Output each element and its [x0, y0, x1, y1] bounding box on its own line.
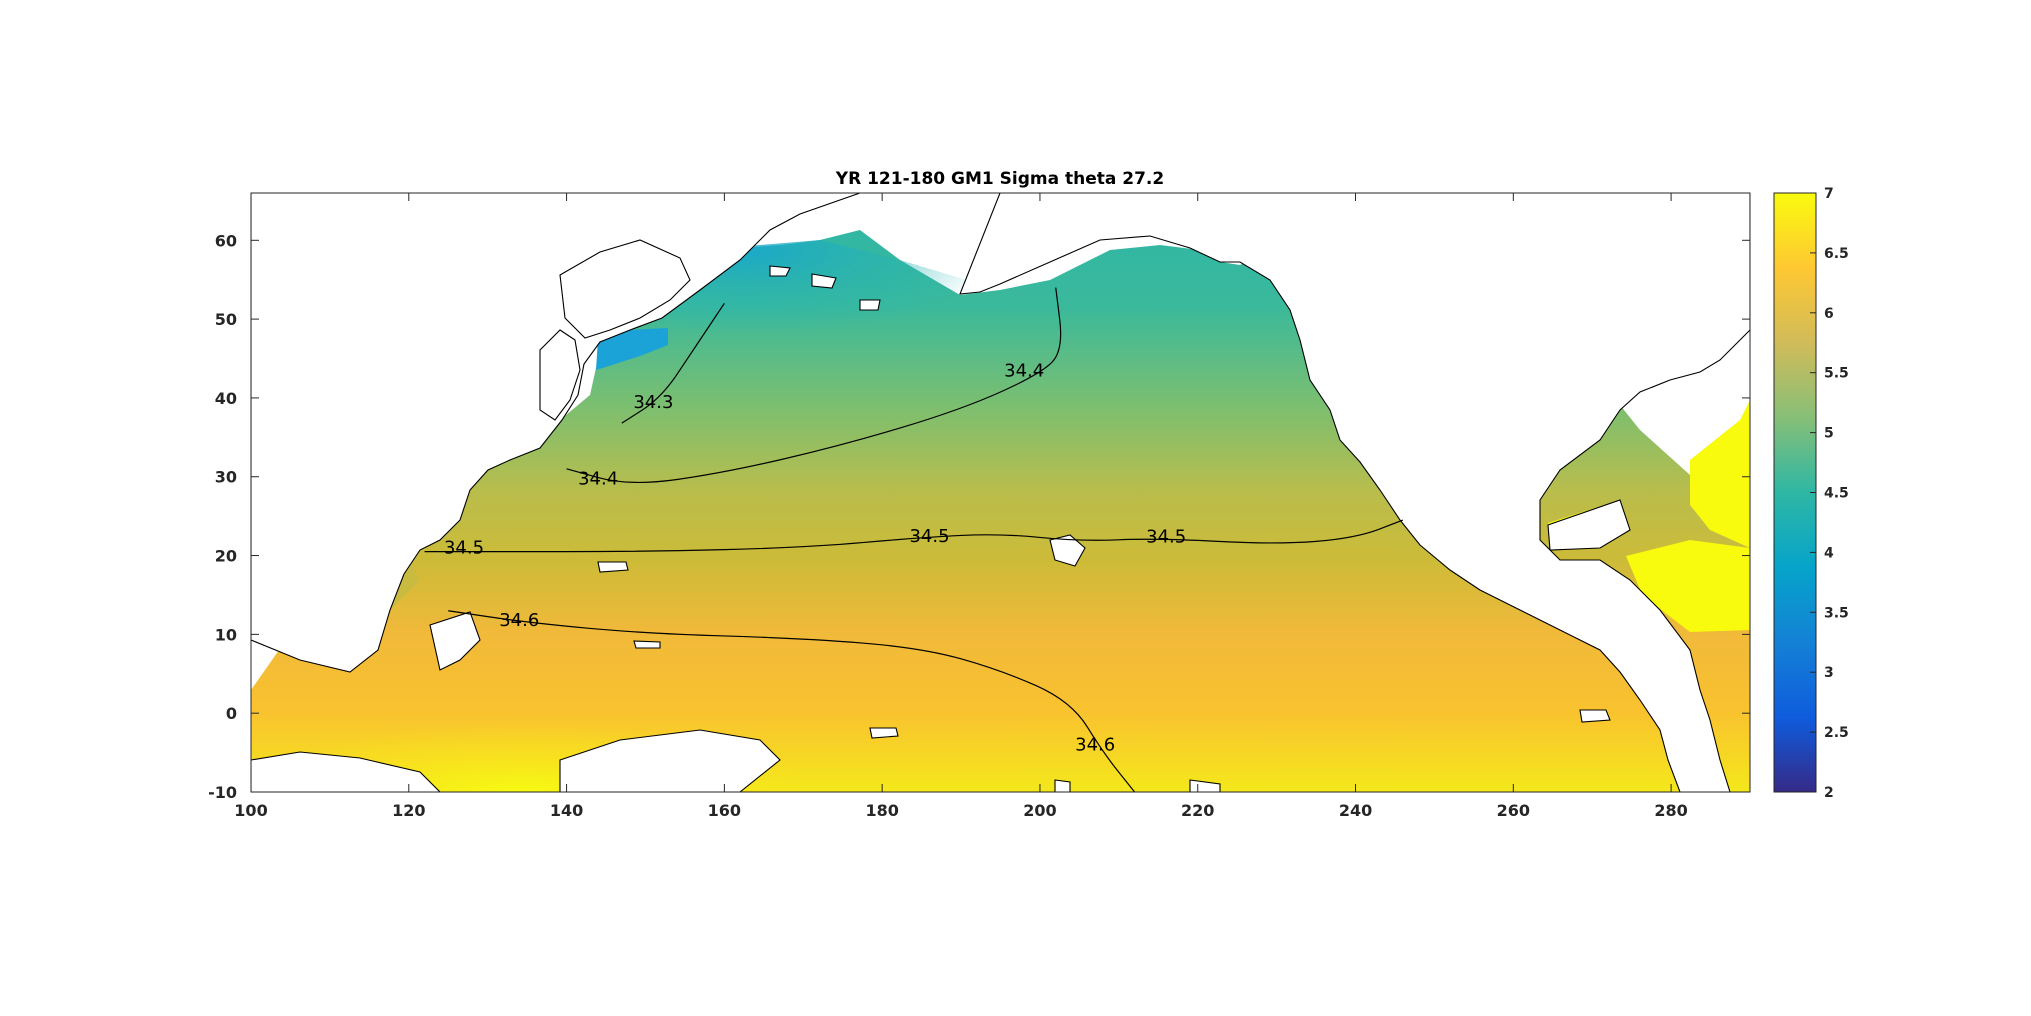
x-tick-label: 100 [234, 801, 267, 820]
contour-line-34.6 [448, 610, 1136, 792]
x-tick-label: 260 [1497, 801, 1530, 820]
x-axis: 100 120 140 160 180 200 220 240 260 280 [234, 193, 1688, 820]
contour-label: 34.3 [633, 392, 673, 413]
contour-label: 34.4 [1004, 360, 1044, 381]
colorbar-tick-label: 6 [1824, 306, 1834, 322]
contour-lines [424, 287, 1404, 792]
contour-label: 34.4 [578, 468, 618, 489]
caribbean-field [1626, 540, 1750, 632]
colorbar-tick-label: 3 [1824, 665, 1834, 681]
y-tick-label: 50 [215, 310, 237, 329]
y-tick-label: 30 [215, 468, 237, 487]
colorbar-ticks: 2 2.5 3 3.5 4 4.5 5 5.5 6 6.5 7 [1810, 186, 1849, 801]
x-tick-label: 160 [708, 801, 741, 820]
contour-line-34.3 [621, 303, 725, 424]
colorbar-tick-label: 3.5 [1824, 605, 1849, 621]
contour-line-34.5 [424, 519, 1404, 553]
x-tick-label: 240 [1339, 801, 1372, 820]
colorbar-tick-label: 6.5 [1824, 246, 1849, 262]
contour-label: 34.5 [1146, 527, 1186, 548]
y-tick-label: 10 [215, 625, 237, 644]
x-tick-label: 200 [1023, 801, 1056, 820]
contour-label: 34.6 [499, 610, 539, 631]
colorbar-tick-label: 2 [1824, 785, 1834, 801]
colorbar-tick-label: 4.5 [1824, 486, 1849, 502]
colorbar-tick-label: 7 [1824, 186, 1834, 202]
coastlines [251, 193, 1750, 792]
colorbar-tick-label: 5.5 [1824, 366, 1849, 382]
colorbar-tick-label: 5 [1824, 426, 1834, 442]
chart-title: YR 121-180 GM1 Sigma theta 27.2 [835, 169, 1164, 189]
contour-label: 34.6 [1075, 735, 1115, 756]
y-tick-label: -10 [208, 783, 237, 802]
plot-area [251, 193, 1750, 792]
axes-box [250, 192, 1751, 793]
contour-label: 34.5 [909, 526, 949, 547]
x-tick-label: 220 [1181, 801, 1214, 820]
y-tick-label: 0 [226, 704, 237, 723]
x-tick-label: 140 [550, 801, 583, 820]
x-tick-label: 280 [1654, 801, 1687, 820]
x-tick-label: 120 [392, 801, 425, 820]
contour-label: 34.5 [444, 538, 484, 559]
y-tick-label: 60 [215, 231, 237, 250]
colorbar: 2 2.5 3 3.5 4 4.5 5 5.5 6 6.5 7 [1773, 186, 1849, 801]
colorbar-tick-label: 2.5 [1824, 725, 1849, 741]
y-tick-label: 40 [215, 389, 237, 408]
contour-line-34.4 [566, 287, 1062, 484]
colorbar-tick-label: 4 [1824, 545, 1834, 561]
x-tick-label: 180 [865, 801, 898, 820]
y-axis: -10 0 10 20 30 40 50 60 [208, 231, 1750, 802]
contour-labels: 34.3 34.4 34.4 34.5 34.5 34.5 34.6 34.6 [444, 360, 1186, 756]
y-tick-label: 20 [215, 547, 237, 566]
